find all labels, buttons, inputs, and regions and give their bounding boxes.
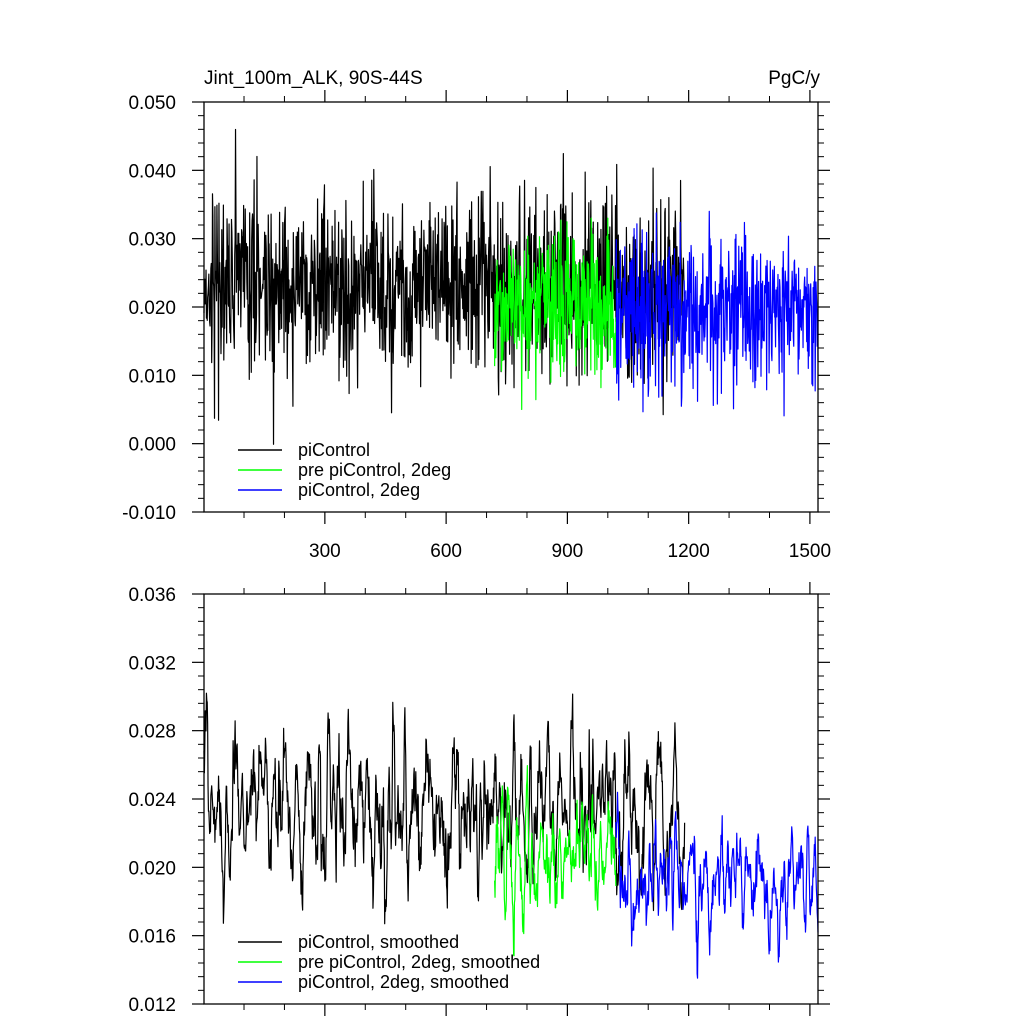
plot-frame: [203, 593, 819, 1005]
y-tick-label: 0.000: [128, 435, 176, 456]
plot-frame: [203, 101, 819, 513]
x-tick-label: 1200: [668, 541, 710, 562]
series-layer: [203, 128, 819, 445]
y-tick-label: 0.036: [128, 585, 176, 606]
tick-layer: 0.012 0.016 0.020 0.024 0.028 0.032 0.036: [128, 582, 830, 1016]
x-tick-label: 600: [430, 541, 462, 562]
series-line-3: [615, 210, 819, 417]
x-tick-label: 1500: [789, 541, 831, 562]
legend-label: piControl: [298, 440, 370, 460]
units-label: PgC/y: [768, 68, 820, 89]
legend-label: pre piControl, 2deg: [298, 460, 451, 480]
x-tick-label: 300: [309, 541, 341, 562]
legend-label: pre piControl, 2deg, smoothed: [298, 952, 540, 972]
legend-label: piControl, 2deg: [298, 480, 420, 500]
y-tick-label: 0.020: [128, 858, 176, 879]
chart-panel-top: Jint_100m_ALK, 90S-44S PgC/y 300 600 900 12…: [122, 68, 831, 562]
y-tick-label: -0.010: [122, 503, 176, 524]
x-tick-label: 900: [552, 541, 584, 562]
y-tick-label: 0.032: [128, 653, 176, 674]
y-tick-label: 0.012: [128, 995, 176, 1016]
y-tick-label: 0.050: [128, 93, 176, 114]
y-tick-label: 0.016: [128, 927, 176, 948]
series-line-1: [203, 692, 686, 925]
series-line-3: [615, 791, 819, 979]
series-line-2: [494, 764, 617, 957]
series-line-2: [494, 217, 617, 411]
chart-panel-bottom: 0.012 0.016 0.020 0.024 0.028 0.032 0.036 piCo…: [128, 582, 830, 1016]
chart-title: Jint_100m_ALK, 90S-44S: [204, 68, 423, 89]
y-tick-label: 0.010: [128, 366, 176, 387]
y-tick-label: 0.030: [128, 230, 176, 251]
series-layer: [203, 692, 819, 979]
legend-label: piControl, smoothed: [298, 932, 459, 952]
y-tick-label: 0.020: [128, 298, 176, 319]
y-tick-label: 0.040: [128, 161, 176, 182]
y-tick-label: 0.024: [128, 790, 176, 811]
legend-label: piControl, 2deg, smoothed: [298, 972, 509, 992]
y-tick-label: 0.028: [128, 722, 176, 743]
tick-layer: 300 600 900 1200 1500 -0.010 0.000 0.010 0.020 0.…: [122, 90, 831, 562]
